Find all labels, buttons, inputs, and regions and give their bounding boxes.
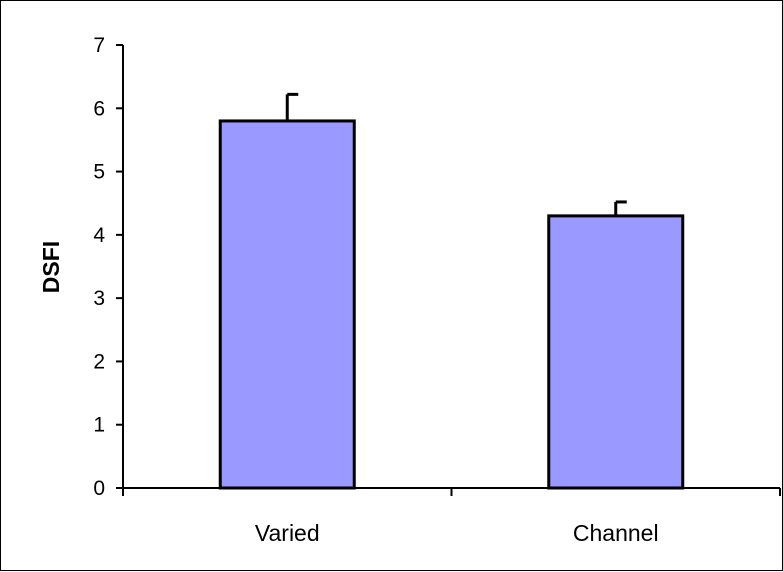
- y-axis-label: DSFI: [38, 241, 64, 293]
- bar-channel: [547, 214, 685, 490]
- x-categories: Varied Channel: [122, 488, 781, 546]
- y-tick-label: 7: [93, 34, 105, 57]
- y-tick-label: 6: [93, 97, 105, 120]
- bars-layer: [218, 92, 685, 490]
- x-category-label: Channel: [573, 520, 659, 546]
- y-tick-label: 3: [93, 287, 105, 310]
- y-ticks: 0 1 2 3 4 5 6 7: [93, 34, 123, 500]
- y-tick-label: 0: [93, 477, 105, 500]
- bar-varied: [218, 119, 356, 490]
- x-category-label: Varied: [255, 520, 320, 546]
- y-tick-label: 4: [93, 224, 105, 247]
- y-tick-label: 1: [93, 414, 105, 437]
- y-tick-label: 5: [93, 161, 105, 184]
- y-tick-label: 2: [93, 350, 105, 373]
